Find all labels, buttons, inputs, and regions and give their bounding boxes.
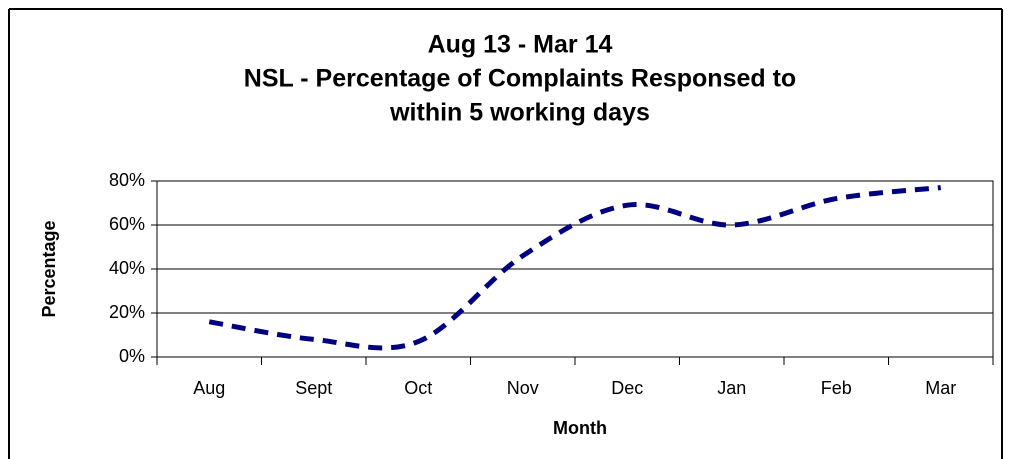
x-tick-label: Jan xyxy=(717,378,746,398)
y-tick-label: 0% xyxy=(119,346,145,366)
x-tick-label: Sept xyxy=(295,378,332,398)
y-tick-label: 20% xyxy=(109,302,145,322)
y-tick-label: 40% xyxy=(109,258,145,278)
x-tick-label: Dec xyxy=(611,378,643,398)
x-axis-title: Month xyxy=(553,418,607,438)
x-tick-label: Nov xyxy=(507,378,539,398)
data-line xyxy=(208,185,942,351)
x-tick-label: Mar xyxy=(925,378,956,398)
chart-title: Aug 13 - Mar 14 xyxy=(428,31,613,59)
chart-title: NSL - Percentage of Complaints Responsed… xyxy=(244,65,796,93)
x-tick-label: Oct xyxy=(404,378,432,398)
y-tick-label: 80% xyxy=(109,170,145,190)
y-axis-title: Percentage xyxy=(39,220,59,317)
chart-title: within 5 working days xyxy=(389,99,650,127)
x-tick-label: Feb xyxy=(821,378,852,398)
y-tick-label: 60% xyxy=(109,214,145,234)
x-tick-label: Aug xyxy=(193,378,225,398)
